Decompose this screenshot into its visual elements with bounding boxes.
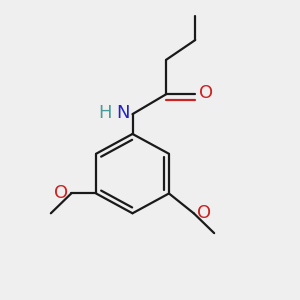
Text: O: O — [197, 204, 212, 222]
Text: O: O — [199, 84, 213, 102]
Text: N: N — [117, 104, 130, 122]
Text: H: H — [98, 104, 112, 122]
Text: O: O — [54, 184, 68, 202]
